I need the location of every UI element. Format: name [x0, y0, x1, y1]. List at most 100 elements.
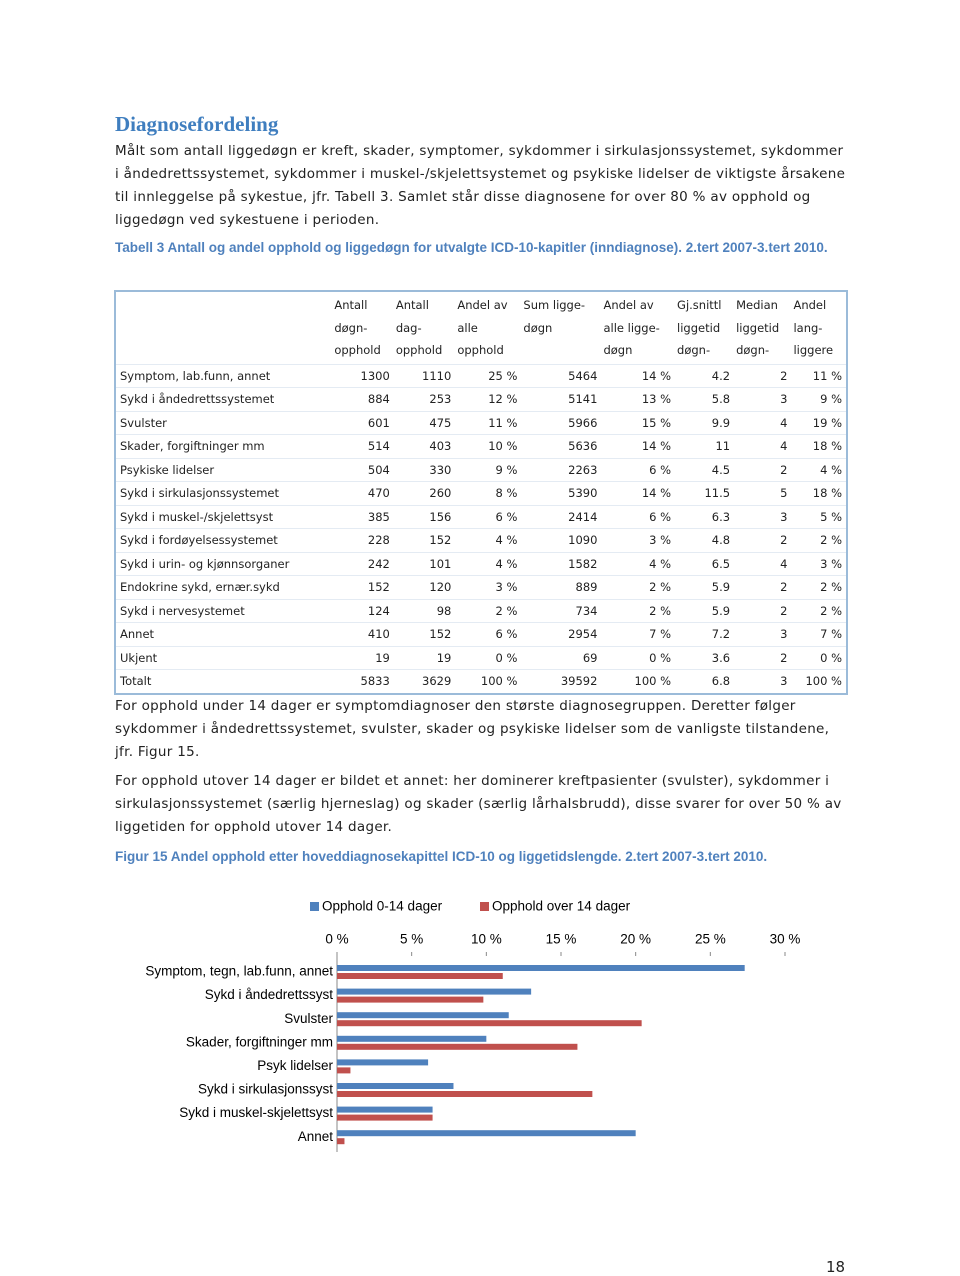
category-label: Annet [298, 1129, 334, 1144]
cell: 69 [521, 645, 602, 670]
figure-caption: Figur 15 Andel opphold etter hoveddiagno… [115, 849, 768, 864]
category-label: Sykd i sirkulasjonssyst [198, 1082, 333, 1097]
header-cell: Antall dag-opphold [394, 291, 456, 364]
legend-label: Opphold 0-14 dager [322, 899, 443, 914]
cell: 3 [734, 622, 792, 646]
cell: 884 [332, 387, 394, 411]
paragraph: For opphold utover 14 dager er bildet et… [115, 773, 842, 835]
table-row: Sykd i urin- og kjønnsorganer 242 101 4 % 15… [115, 551, 847, 576]
cell: 15 % [601, 410, 676, 435]
header-line: Median [736, 298, 778, 312]
bar [337, 1114, 433, 1121]
header-line: liggere [793, 343, 834, 357]
cell: 5 [734, 481, 792, 505]
table-row: Skader, forgiftninger mm 514 403 10 % 5636 14… [115, 434, 847, 458]
cell: 2 % [601, 575, 676, 599]
legend-swatch [310, 902, 319, 911]
row-label: Svulster [115, 410, 333, 435]
bar [337, 1091, 593, 1097]
cell: 5.9 [675, 575, 735, 599]
header-row: Antall døgn-opphold Antall dag-opphold Andel… [115, 291, 847, 364]
category-label: Sykd i åndedrettssyst [205, 987, 334, 1002]
cell: 4 % [455, 551, 522, 576]
cell: 889 [521, 575, 602, 599]
header-line: opphold [457, 343, 504, 357]
row-label: Annet [115, 622, 333, 646]
cell: 9 % [455, 457, 522, 482]
row-label: Totalt [115, 669, 333, 694]
cell: 242 [332, 551, 394, 576]
cell: 152 [393, 528, 456, 552]
cell: 120 [393, 575, 456, 599]
cell: 4 % [791, 457, 847, 482]
cell: 7 % [601, 622, 676, 646]
header-line: alle ligge- [603, 320, 660, 335]
cell: 734 [521, 598, 602, 623]
x-tick-label: 30 % [770, 932, 801, 947]
cell: 11 % [791, 363, 847, 388]
cell: 6.5 [675, 551, 735, 576]
bar [337, 1043, 578, 1050]
header-line: opphold [334, 343, 381, 357]
bar [337, 1059, 429, 1066]
table-row: Sykd i muskel-/skjelettsyst 385 156 6 % 2414… [115, 504, 847, 529]
cell: 100 % [455, 669, 522, 694]
header-cell: Andel av alle opphold [455, 291, 521, 364]
cell: 14 % [601, 363, 676, 388]
cell: 5 % [791, 504, 847, 529]
cell: 152 [332, 575, 394, 599]
cell: 5464 [521, 363, 602, 388]
cell: 11 % [455, 410, 522, 435]
cell: 0 % [791, 645, 847, 670]
cell: 475 [393, 410, 456, 435]
row-label: Psykiske lidelser [115, 457, 333, 482]
category-label: Skader, forgiftninger mm [186, 1034, 333, 1049]
cell: 5966 [521, 410, 602, 435]
table-row: Totalt 5833 3629 100 % 39592 100 % 6.8 3 100 % [115, 669, 847, 694]
row-label: Sykd i urin- og kjønnsorganer [115, 551, 333, 576]
header-line: døgn- [677, 343, 711, 357]
cell: 385 [332, 504, 394, 529]
bar [337, 965, 745, 971]
cell: 18 % [791, 481, 847, 505]
page-number: 18 [826, 1258, 846, 1276]
table-row: Sykd i åndedrettssystemet 884 253 12 % 5141 1… [115, 387, 847, 411]
cell: 1582 [521, 551, 602, 576]
row-label: Sykd i åndedrettssystemet [115, 387, 333, 411]
table-row: Sykd i fordøyelsessystemet 228 152 4 % 1090 3… [115, 528, 847, 552]
bar [337, 1012, 509, 1019]
category-label: Psyk lidelser [257, 1058, 333, 1073]
cell: 0 % [601, 645, 676, 670]
cell: 19 [332, 645, 394, 670]
header-line: lang- [793, 320, 823, 335]
row-label: Endokrine sykd, ernær.sykd [115, 575, 333, 599]
x-tick-label: 5 % [400, 932, 423, 947]
header-line: alle [457, 320, 478, 335]
table-row: Ukjent 19 19 0 % 69 0 % 3.6 2 0 % [115, 645, 847, 670]
table-row: Sykd i sirkulasjonssystemet 470 260 8 % 5390… [115, 481, 847, 505]
cell: 330 [393, 457, 456, 482]
cell: 11 [675, 434, 735, 458]
bar [337, 1067, 351, 1074]
cell: 3 [734, 387, 792, 411]
paragraph: For opphold under 14 dager er symptomdia… [115, 698, 830, 760]
header-cell: Antall døgn-opphold [332, 291, 394, 364]
cell: 410 [332, 622, 394, 646]
cell: 0 % [455, 645, 522, 670]
cell: 19 % [791, 410, 847, 435]
bar [337, 1138, 345, 1145]
cell: 7 % [791, 622, 847, 646]
cell: 4 [734, 410, 792, 435]
cell: 101 [393, 551, 456, 576]
cell: 6.8 [675, 669, 735, 694]
cell: 3 [734, 504, 792, 529]
cell: 5141 [521, 387, 602, 411]
cell: 6.3 [675, 504, 735, 529]
cell: 19 [393, 645, 456, 670]
header-cell: Andel av alle ligge-døgn [601, 291, 675, 364]
bar [337, 1130, 636, 1137]
cell: 124 [332, 598, 394, 623]
cell: 3 % [601, 528, 676, 552]
cell: 253 [393, 387, 456, 411]
